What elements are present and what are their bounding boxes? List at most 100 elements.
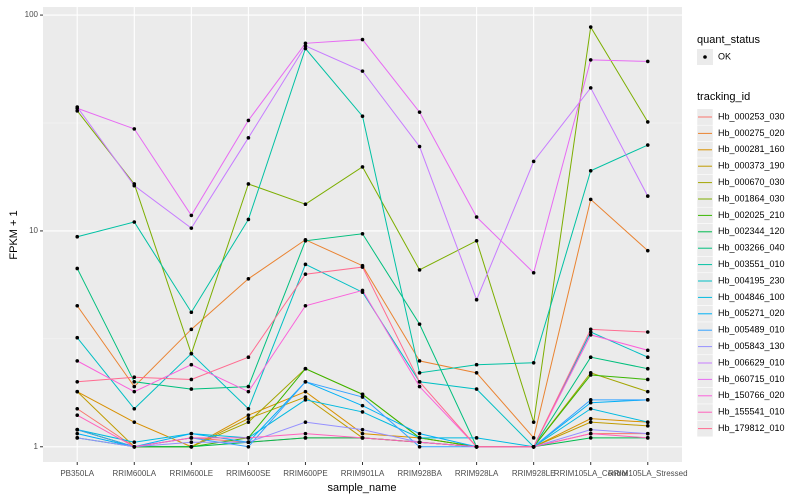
- data-point: [75, 234, 80, 239]
- data-point: [645, 389, 650, 394]
- data-point: [75, 335, 80, 340]
- data-point: [417, 371, 422, 375]
- data-point: [303, 238, 308, 243]
- data-point: [246, 217, 251, 222]
- data-point: [360, 403, 365, 408]
- data-point: [246, 384, 251, 389]
- data-point: [645, 194, 650, 198]
- x-tick-label: RRIM600PE: [283, 469, 327, 478]
- data-point: [417, 444, 422, 449]
- data-point: [132, 379, 137, 384]
- data-point: [75, 413, 80, 418]
- data-point: [360, 392, 365, 397]
- legend-label: Hb_002344_120: [718, 226, 785, 236]
- data-point: [588, 400, 593, 405]
- data-point: [75, 431, 80, 436]
- data-point: [75, 109, 80, 113]
- data-point: [246, 420, 251, 424]
- data-point: [303, 431, 308, 436]
- data-point: [588, 197, 593, 202]
- data-point: [303, 272, 308, 277]
- data-point: [246, 444, 251, 449]
- data-point: [132, 220, 137, 224]
- data-point: [189, 351, 194, 356]
- legend-label: Hb_001864_030: [718, 193, 785, 203]
- data-point: [588, 416, 593, 421]
- data-point: [303, 379, 308, 384]
- data-point: [645, 377, 650, 382]
- data-point: [474, 297, 479, 302]
- data-point: [75, 389, 80, 394]
- data-point: [246, 406, 251, 411]
- data-point: [246, 440, 251, 444]
- y-tick-label: 1: [34, 442, 39, 451]
- data-point: [303, 395, 308, 399]
- data-point: [360, 37, 365, 42]
- data-point: [75, 266, 80, 271]
- data-point: [531, 270, 536, 275]
- data-point: [132, 127, 137, 131]
- data-point: [246, 436, 251, 440]
- data-point: [132, 389, 137, 394]
- data-point: [531, 444, 536, 449]
- data-point: [417, 268, 422, 272]
- y-tick-label: 10: [29, 226, 38, 235]
- data-point: [75, 303, 80, 308]
- legend-label: Hb_005271_020: [718, 308, 785, 318]
- legend-label: Hb_006629_010: [718, 357, 785, 367]
- data-point: [246, 389, 251, 394]
- x-tick-label: PB350LA: [60, 469, 94, 478]
- data-point: [645, 424, 650, 428]
- legend-title: quant_status: [697, 34, 760, 46]
- data-point: [360, 427, 365, 432]
- legend-label: OK: [718, 51, 731, 61]
- data-point: [303, 420, 308, 424]
- data-point: [360, 410, 365, 414]
- data-point: [417, 384, 422, 389]
- data-point: [360, 395, 365, 399]
- x-tick-label: RRIM600LE: [170, 469, 214, 478]
- data-point: [132, 406, 137, 411]
- data-point: [417, 359, 422, 363]
- data-point: [645, 420, 650, 424]
- x-tick-label: RRIM600SE: [226, 469, 270, 478]
- data-point: [474, 215, 479, 219]
- data-point: [303, 436, 308, 440]
- legend-label: Hb_150766_020: [718, 390, 785, 400]
- data-point: [360, 69, 365, 73]
- legend-label: Hb_000373_190: [718, 161, 785, 171]
- x-tick-label: RRIM928LA: [455, 469, 499, 478]
- data-point: [645, 431, 650, 436]
- data-point: [645, 330, 650, 334]
- data-point: [75, 406, 80, 411]
- data-point: [474, 371, 479, 375]
- data-point: [246, 118, 251, 123]
- legend-label: Hb_004195_230: [718, 275, 785, 285]
- data-point: [588, 327, 593, 332]
- data-point: [303, 398, 308, 402]
- data-point: [588, 330, 593, 334]
- data-point: [132, 384, 137, 389]
- data-point: [360, 165, 365, 169]
- legend-label: Hb_000253_030: [718, 111, 785, 121]
- data-point: [645, 355, 650, 359]
- data-point: [303, 46, 308, 51]
- legend-label: Hb_000670_030: [718, 177, 785, 187]
- data-point: [588, 406, 593, 411]
- data-point: [531, 360, 536, 365]
- data-point: [75, 427, 80, 432]
- data-point: [246, 416, 251, 421]
- legend-label: Hb_003551_010: [718, 259, 785, 269]
- data-point: [531, 159, 536, 164]
- data-point: [417, 144, 422, 149]
- legend-label: Hb_179812_010: [718, 423, 785, 433]
- legend-label: Hb_005843_130: [718, 341, 785, 351]
- data-point: [132, 375, 137, 380]
- data-point: [189, 431, 194, 436]
- data-point: [588, 355, 593, 359]
- data-point: [645, 120, 650, 124]
- data-point: [75, 436, 80, 440]
- legend-label: Hb_005489_010: [718, 325, 785, 335]
- data-point: [132, 440, 137, 444]
